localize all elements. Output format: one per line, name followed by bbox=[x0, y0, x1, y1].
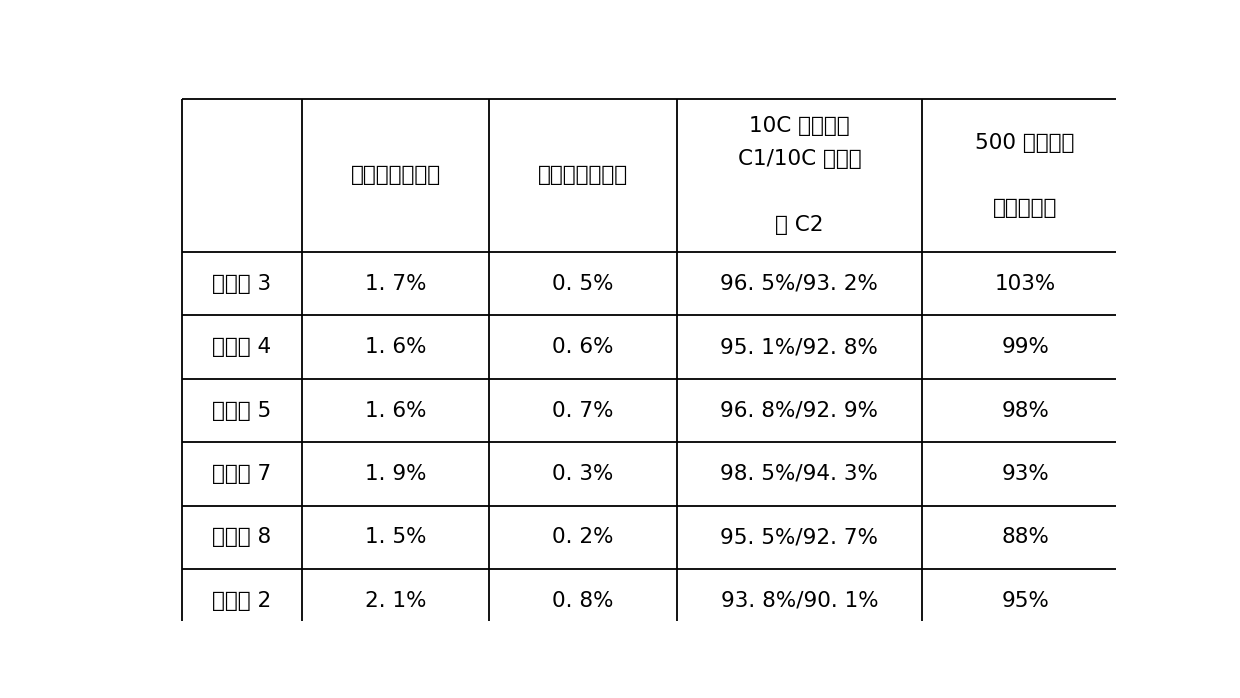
Text: 0. 5%: 0. 5% bbox=[552, 274, 614, 294]
Text: 103%: 103% bbox=[994, 274, 1055, 294]
Text: 实施例 7: 实施例 7 bbox=[212, 464, 272, 484]
Text: 10C 恒流充电
C1/10C 恒流放

电 C2: 10C 恒流充电 C1/10C 恒流放 电 C2 bbox=[738, 116, 861, 235]
Text: 500 次循环后

容量保持率: 500 次循环后 容量保持率 bbox=[976, 133, 1075, 218]
Text: 93%: 93% bbox=[1002, 464, 1049, 484]
Text: 高温存储膨胀率: 高温存储膨胀率 bbox=[538, 165, 629, 186]
Text: 88%: 88% bbox=[1001, 528, 1049, 547]
Text: 96. 5%/93. 2%: 96. 5%/93. 2% bbox=[720, 274, 878, 294]
Text: 98. 5%/94. 3%: 98. 5%/94. 3% bbox=[720, 464, 878, 484]
Text: 95. 5%/92. 7%: 95. 5%/92. 7% bbox=[720, 528, 878, 547]
Text: 99%: 99% bbox=[1001, 337, 1049, 357]
Text: 0. 3%: 0. 3% bbox=[553, 464, 614, 484]
Text: 实施例 3: 实施例 3 bbox=[212, 274, 272, 294]
Text: 2. 1%: 2. 1% bbox=[365, 591, 427, 611]
Text: 98%: 98% bbox=[1001, 401, 1049, 420]
Text: 96. 8%/92. 9%: 96. 8%/92. 9% bbox=[720, 401, 878, 420]
Text: 1. 6%: 1. 6% bbox=[365, 337, 427, 357]
Text: 95. 1%/92. 8%: 95. 1%/92. 8% bbox=[720, 337, 878, 357]
Text: 1. 9%: 1. 9% bbox=[365, 464, 427, 484]
Text: 实施例 4: 实施例 4 bbox=[212, 337, 272, 357]
Text: 循环厚度膨胀率: 循环厚度膨胀率 bbox=[351, 165, 440, 186]
Text: 93. 8%/90. 1%: 93. 8%/90. 1% bbox=[720, 591, 878, 611]
Text: 实施例 5: 实施例 5 bbox=[212, 401, 272, 420]
Text: 实施例 8: 实施例 8 bbox=[212, 528, 272, 547]
Text: 0. 2%: 0. 2% bbox=[552, 528, 614, 547]
Text: 0. 8%: 0. 8% bbox=[552, 591, 614, 611]
Text: 95%: 95% bbox=[1001, 591, 1049, 611]
Text: 1. 7%: 1. 7% bbox=[365, 274, 427, 294]
Text: 0. 7%: 0. 7% bbox=[552, 401, 614, 420]
Text: 1. 5%: 1. 5% bbox=[365, 528, 427, 547]
Text: 0. 6%: 0. 6% bbox=[552, 337, 614, 357]
Text: 1. 6%: 1. 6% bbox=[365, 401, 427, 420]
Text: 对比例 2: 对比例 2 bbox=[212, 591, 272, 611]
